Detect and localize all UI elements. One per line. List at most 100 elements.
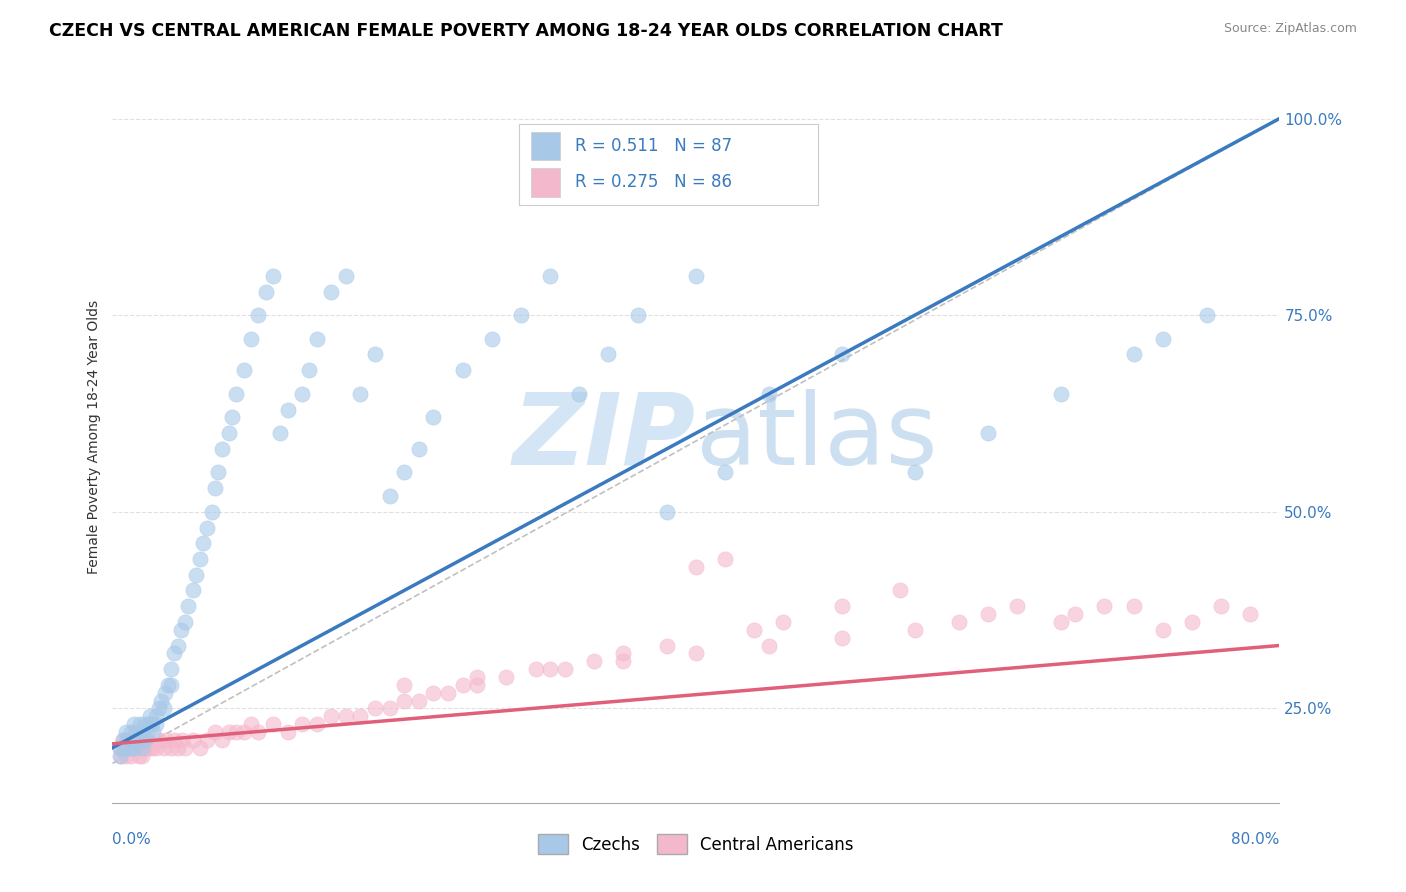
Point <box>131 748 153 763</box>
Point <box>141 717 163 731</box>
Point <box>122 732 145 747</box>
Point <box>177 599 200 614</box>
Point <box>188 552 211 566</box>
Point <box>1049 387 1071 401</box>
Text: 0.0%: 0.0% <box>112 832 152 847</box>
Point <box>422 410 444 425</box>
Point <box>627 308 650 322</box>
Point <box>394 678 416 692</box>
Point <box>115 740 138 755</box>
Point <box>524 662 547 676</box>
Point <box>465 678 488 692</box>
Point <box>115 732 138 747</box>
Point <box>1152 623 1174 637</box>
Point <box>138 717 160 731</box>
Point <box>321 709 343 723</box>
Point <box>153 686 176 700</box>
Point <box>451 678 474 692</box>
Point <box>152 740 174 755</box>
Point <box>221 410 243 425</box>
Point <box>298 363 321 377</box>
Point <box>1094 599 1116 614</box>
Point <box>201 505 224 519</box>
Point <box>145 740 167 755</box>
Point <box>172 732 194 747</box>
Point <box>655 639 678 653</box>
Point <box>335 709 357 723</box>
Point <box>1239 607 1261 621</box>
Point <box>714 552 737 566</box>
Text: Source: ZipAtlas.com: Source: ZipAtlas.com <box>1223 22 1357 36</box>
Point <box>120 725 142 739</box>
Point <box>612 654 634 668</box>
Point <box>335 268 357 283</box>
Point <box>118 740 141 755</box>
Point <box>509 308 531 322</box>
Point <box>262 717 284 731</box>
Point <box>111 732 134 747</box>
Point <box>134 717 156 731</box>
Point <box>204 725 226 739</box>
Point <box>394 693 416 707</box>
Point <box>976 607 998 621</box>
Point <box>170 623 193 637</box>
Text: ZIP: ZIP <box>513 389 696 485</box>
Text: CZECH VS CENTRAL AMERICAN FEMALE POVERTY AMONG 18-24 YEAR OLDS CORRELATION CHART: CZECH VS CENTRAL AMERICAN FEMALE POVERTY… <box>49 22 1002 40</box>
Point <box>240 332 263 346</box>
Point <box>167 740 190 755</box>
Point <box>276 725 298 739</box>
Point <box>225 725 247 739</box>
Point <box>291 717 314 731</box>
Point <box>181 583 204 598</box>
Point <box>394 466 416 480</box>
Point <box>1195 308 1218 322</box>
Bar <box>530 132 561 161</box>
Point <box>685 646 707 660</box>
Point <box>364 347 387 361</box>
Point <box>114 748 136 763</box>
Point <box>112 740 135 755</box>
Point <box>160 678 183 692</box>
Point <box>160 662 183 676</box>
Point <box>124 717 146 731</box>
Point <box>451 363 474 377</box>
Point <box>538 268 561 283</box>
Point <box>714 466 737 480</box>
Point <box>132 725 155 739</box>
Point <box>188 740 211 755</box>
Point <box>976 426 998 441</box>
Point <box>218 426 240 441</box>
Point <box>269 426 291 441</box>
Point <box>181 732 204 747</box>
Point <box>148 701 170 715</box>
Point <box>136 732 159 747</box>
Point <box>108 748 131 763</box>
Point <box>125 732 148 747</box>
Point <box>128 748 150 763</box>
Point <box>207 466 229 480</box>
Point <box>139 709 162 723</box>
Point <box>145 717 167 731</box>
Point <box>1049 615 1071 629</box>
Point <box>262 268 284 283</box>
Point <box>364 701 387 715</box>
Point <box>232 725 254 739</box>
Point <box>1005 599 1028 614</box>
Point <box>655 505 678 519</box>
Y-axis label: Female Poverty Among 18-24 Year Olds: Female Poverty Among 18-24 Year Olds <box>87 300 101 574</box>
Point <box>349 709 371 723</box>
Point <box>155 732 177 747</box>
Point <box>685 268 707 283</box>
Point <box>195 732 218 747</box>
Point <box>408 693 430 707</box>
Point <box>108 740 131 755</box>
Point <box>131 740 153 755</box>
Point <box>124 740 146 755</box>
Point <box>612 646 634 660</box>
Point <box>163 646 186 660</box>
Text: R = 0.511   N = 87: R = 0.511 N = 87 <box>575 137 733 155</box>
Point <box>122 732 145 747</box>
Legend: Czechs, Central Americans: Czechs, Central Americans <box>531 828 860 860</box>
Point <box>127 740 149 755</box>
Point <box>1209 599 1232 614</box>
